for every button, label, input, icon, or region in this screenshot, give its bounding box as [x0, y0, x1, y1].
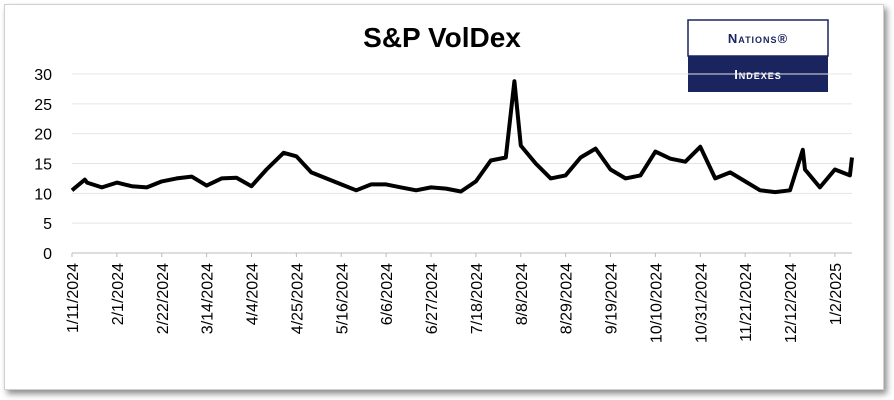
x-tick-label: 1/2/2025 — [828, 263, 845, 325]
x-tick-label: 10/10/2024 — [648, 263, 665, 343]
y-tick-label: 15 — [34, 157, 52, 174]
x-tick-label: 4/25/2024 — [289, 263, 306, 334]
x-tick-label: 12/12/2024 — [783, 263, 800, 343]
y-tick-label: 30 — [34, 67, 52, 84]
x-tick-label: 8/29/2024 — [559, 263, 576, 334]
x-tick-label: 8/8/2024 — [514, 263, 531, 325]
logo-top-text: Nations® — [728, 31, 788, 46]
logo-top-box — [687, 19, 829, 57]
y-tick-label: 25 — [34, 97, 52, 114]
x-tick-label: 10/31/2024 — [693, 263, 710, 343]
x-tick-label: 11/21/2024 — [738, 263, 755, 342]
x-tick-label: 2/22/2024 — [155, 263, 172, 334]
data-line — [70, 79, 854, 195]
y-tick-label: 10 — [34, 186, 52, 203]
x-tick-label: 6/27/2024 — [424, 263, 441, 334]
x-tick-label: 2/1/2024 — [110, 263, 127, 325]
x-tick-label: 1/11/2024 — [65, 263, 82, 333]
x-tick-label: 3/14/2024 — [200, 263, 217, 334]
y-tick-label: 5 — [43, 216, 52, 233]
chart-title: S&P VolDex — [363, 22, 521, 53]
x-tick-label: 7/18/2024 — [469, 263, 486, 334]
x-tick-label: 5/16/2024 — [334, 263, 351, 334]
x-tick-label: 6/6/2024 — [379, 263, 396, 325]
y-tick-label: 20 — [34, 127, 52, 144]
y-tick-label: 0 — [43, 246, 52, 263]
x-tick-label: 4/4/2024 — [245, 263, 262, 325]
x-tick-label: 9/19/2024 — [604, 263, 621, 334]
